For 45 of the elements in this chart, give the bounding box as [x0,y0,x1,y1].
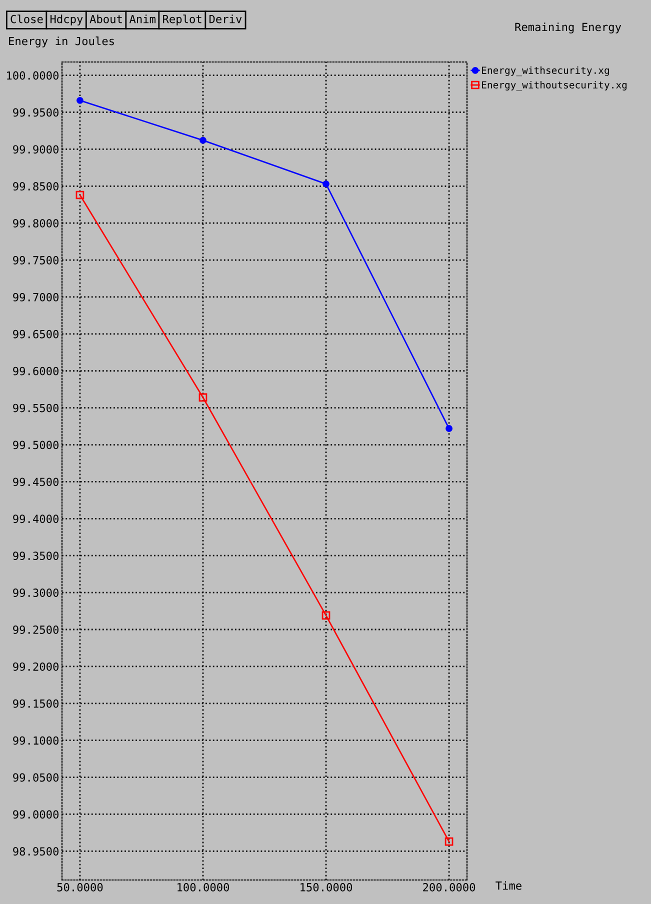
text: Anim [129,14,156,24]
x-tick-label: 200.0000 [423,883,476,892]
y-tick-label: 99.1500 [13,699,59,708]
y-axis-title: Energy in Joules [9,36,114,48]
point [200,136,206,144]
point [444,837,454,846]
x-tick-label: 50.0000 [57,883,103,892]
point [76,190,84,200]
text: Hdcpy [50,14,83,26]
x-tick-label: 100.0000 [178,883,230,892]
point [198,393,208,402]
text: About [90,14,122,24]
y-tick-label: 99.8000 [13,219,59,228]
x-axis-title: Time [496,881,522,890]
text: Deriv [209,14,242,24]
text: Close [10,14,43,24]
point [76,96,84,104]
point [322,180,330,188]
legend-label: Energy_withoutsecurity.xg [482,81,627,91]
y-tick-label: 100.0000 [7,71,59,80]
legend-label: Energy_withsecurity.xg [482,66,609,76]
y-tick-label: 99.5500 [13,404,59,412]
y-tick-label: 99.9000 [13,145,59,154]
y-tick-label: 99.3500 [13,552,59,560]
y-tick-label: 99.5000 [13,440,59,450]
y-tick-label: 99.6500 [13,330,59,338]
y-tick-label: 99.4500 [13,478,59,486]
y-tick-label: 99.7500 [13,256,59,264]
y-tick-label: 99.6000 [13,366,59,376]
y-tick-label: 99.9500 [13,108,59,117]
x-tick-label: 150.0000 [300,883,352,892]
text: Remaining Energy [515,22,622,34]
y-tick-label: 99.0000 [13,810,59,819]
y-tick-label: 99.0500 [13,773,59,782]
y-tick-label: 99.2000 [13,662,59,671]
y-tick-label: 99.3000 [13,588,59,597]
y-tick-label: 99.4000 [13,514,59,524]
y-tick-label: 99.1000 [13,736,59,745]
y-tick-label: 99.7000 [13,292,59,302]
point [322,611,330,620]
y-tick-label: 98.9500 [13,847,59,856]
point [446,425,453,432]
y-tick-label: 99.2500 [13,626,59,634]
text: Replot [163,14,202,26]
y-tick-label: 99.8500 [13,182,59,191]
